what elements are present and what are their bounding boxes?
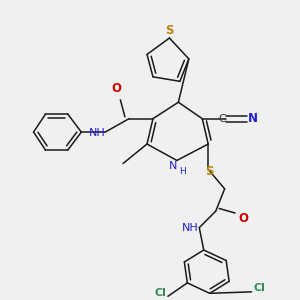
Text: S: S — [165, 23, 174, 37]
Text: H: H — [179, 167, 186, 176]
Text: O: O — [238, 212, 248, 225]
Text: N: N — [248, 112, 258, 124]
Text: N: N — [169, 161, 177, 171]
Text: O: O — [112, 82, 122, 95]
Text: S: S — [206, 165, 214, 178]
Text: NH: NH — [182, 223, 198, 233]
Text: Cl: Cl — [154, 288, 166, 298]
Text: NH: NH — [89, 128, 106, 138]
Text: C: C — [218, 114, 226, 124]
Text: Cl: Cl — [253, 283, 265, 293]
